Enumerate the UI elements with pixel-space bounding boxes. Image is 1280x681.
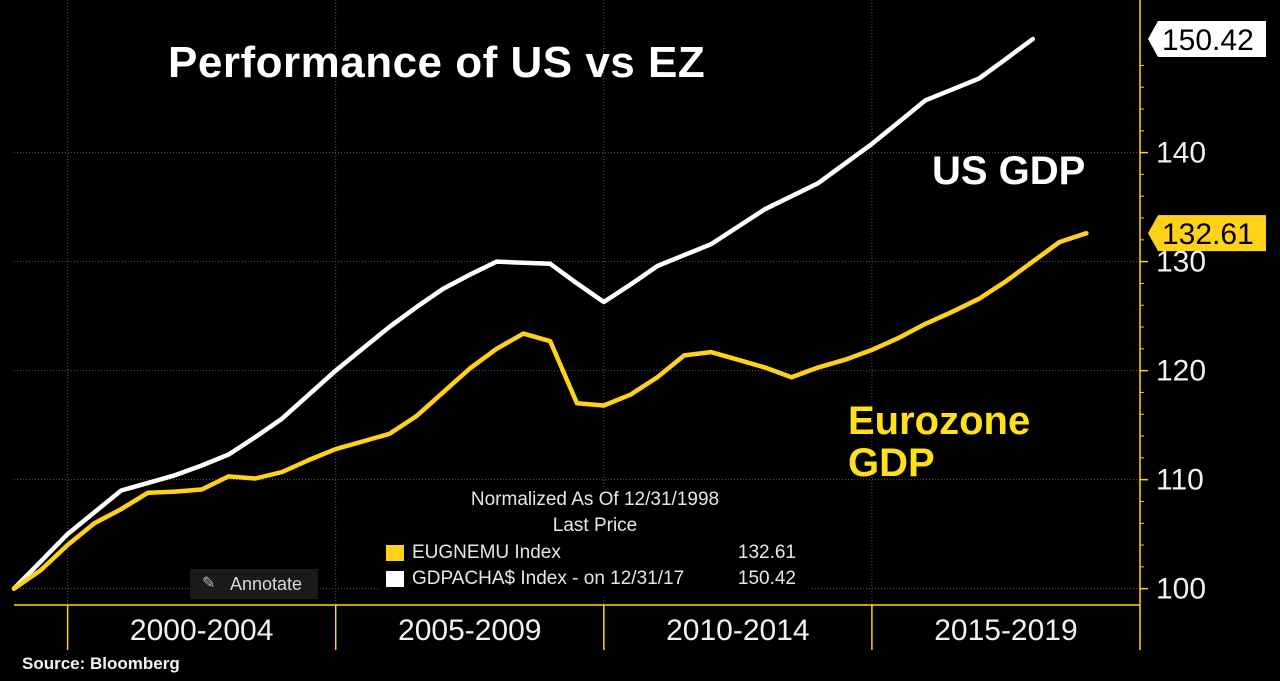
legend-name-eugnemu: EUGNEMU Index xyxy=(412,542,561,563)
line-chart: 2000-2004 2005-2009 2010-2014 2015-2019 100 1… xyxy=(11,0,1266,650)
legend-item-gdpacha: GDPACHA$ Index - on 12/31/17 150.42 xyxy=(386,567,810,591)
legend-header-last-price: Last Price xyxy=(552,515,638,536)
legend-value-gdpacha: 150.42 xyxy=(737,568,796,589)
eurozone-label-line1: Eurozone xyxy=(848,399,1031,443)
x-tick-label-1: 2005-2009 xyxy=(398,614,541,647)
legend-swatch-gdpacha xyxy=(386,571,404,587)
chart-area: 2000-2004 2005-2009 2010-2014 2015-2019 100 1… xyxy=(11,0,1266,650)
last-price-value-us: 150.42 xyxy=(1162,24,1254,57)
x-tick-label-2: 2010-2014 xyxy=(666,614,809,647)
legend-value-eugnemu: 132.61 xyxy=(737,542,796,563)
eurozone-label-line2: GDP xyxy=(848,441,935,485)
legend: Normalized As Of 12/31/1998 Last Price E… xyxy=(380,487,810,597)
chart-title: Performance of US vs EZ xyxy=(168,38,706,87)
legend-name-gdpacha: GDPACHA$ Index - on 12/31/17 xyxy=(412,568,685,589)
us-gdp-line xyxy=(11,36,1036,591)
legend-item-eugnemu: EUGNEMU Index 132.61 xyxy=(386,541,810,565)
y-tick-label-110: 110 xyxy=(1156,464,1204,497)
eurozone-gdp-line xyxy=(11,230,1089,591)
y-tick-label-120: 120 xyxy=(1156,355,1206,388)
source-note: Source: Bloomberg xyxy=(22,654,180,673)
last-price-tag-ez xyxy=(1148,215,1266,252)
legend-swatch-eugnemu xyxy=(386,545,404,561)
x-tick-label-3: 2015-2019 xyxy=(934,614,1077,647)
eurozone-gdp-label: Eurozone GDP xyxy=(848,400,1030,484)
us-gdp-label: US GDP xyxy=(932,149,1086,193)
annotate-button[interactable]: ✎ Annotate xyxy=(190,569,318,599)
last-price-value-ez: 132.61 xyxy=(1162,218,1254,251)
x-tick-label-0: 2000-2004 xyxy=(130,614,273,647)
legend-header-normalized: Normalized As Of 12/31/1998 xyxy=(470,489,720,510)
y-tick-label-100: 100 xyxy=(1156,573,1206,606)
y-tick-label-140: 140 xyxy=(1156,137,1206,170)
annotate-label: Annotate xyxy=(230,574,303,594)
pencil-icon: ✎ xyxy=(202,575,216,592)
last-price-tag-us xyxy=(1148,21,1266,58)
